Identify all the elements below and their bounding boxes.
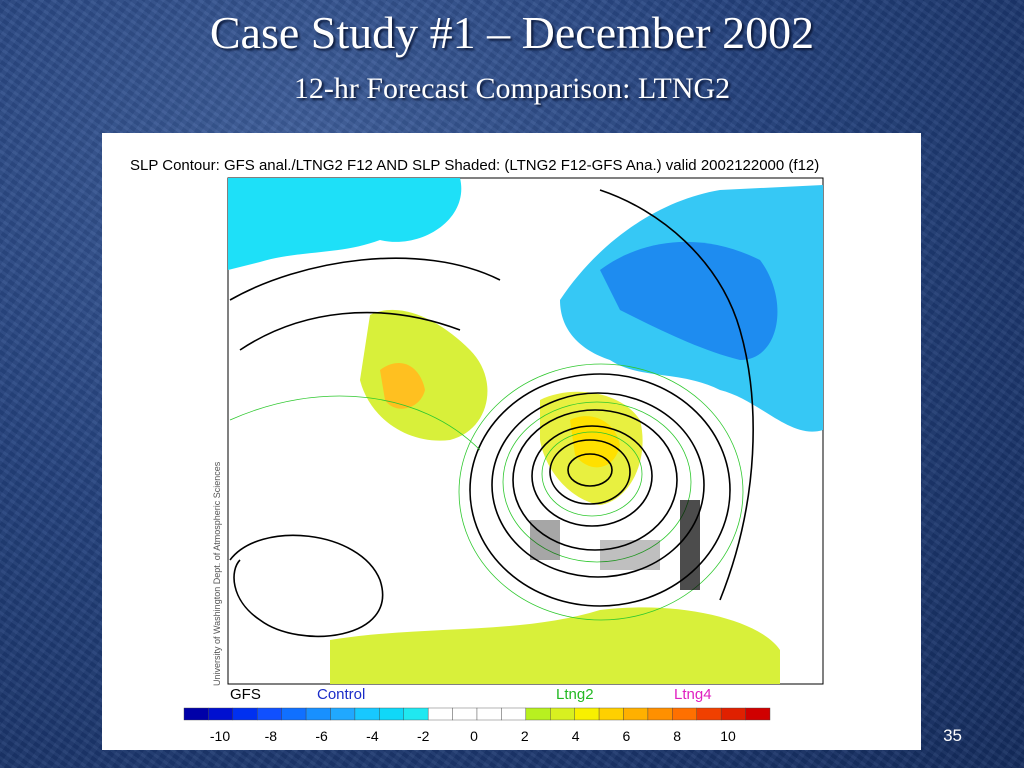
colorbar-cell [232, 707, 258, 721]
shade [600, 241, 778, 360]
colorbar-cell [574, 707, 600, 721]
page-number: 35 [943, 726, 962, 745]
figure-panel: SLP Contour: GFS anal./LTNG2 F12 AND SLP… [102, 133, 921, 750]
colorbar-cell [476, 707, 502, 721]
figure: SLP Contour: GFS anal./LTNG2 F12 AND SLP… [130, 157, 824, 744]
colorbar-tick-label: 10 [720, 728, 736, 744]
colorbar-cell [305, 707, 331, 721]
shade [360, 309, 488, 441]
colorbar-cell [598, 707, 624, 721]
colorbar-tick-label: 4 [572, 728, 580, 744]
colorbar-tick-label: 2 [521, 728, 529, 744]
colorbar-tick-label: 0 [470, 728, 478, 744]
colorbar-tick-label: 6 [623, 728, 631, 744]
colorbar: -10 -8 -6 -4 -2 0 2 4 6 8 10 [183, 707, 771, 744]
colorbar-cell [647, 707, 673, 721]
contours-green [229, 363, 744, 621]
credit: University of Washington Dept. of Atmosp… [212, 461, 222, 686]
colorbar-cell [403, 707, 429, 721]
colorbar-cell [427, 707, 453, 721]
colorbar-cell [452, 707, 478, 721]
figure-caption: SLP Contour: GFS anal./LTNG2 F12 AND SLP… [130, 157, 819, 174]
colorbar-cell [525, 707, 551, 721]
colorbar-cell [257, 707, 282, 721]
colorbar-cell [623, 707, 649, 721]
colorbar-tick-label: -10 [210, 728, 230, 744]
shade [228, 178, 462, 270]
colorbar-cell [720, 707, 746, 721]
colorbar-cell [745, 707, 771, 721]
contours [229, 189, 754, 638]
colorbar-cell [208, 707, 234, 721]
lightning [530, 500, 700, 590]
colorbar-tick-label: -8 [265, 728, 278, 744]
colorbar-cell [501, 707, 527, 721]
legend: GFS Control Ltng2 Ltng4 [230, 686, 712, 703]
colorbar-cell [330, 707, 356, 721]
slide-subtitle: 12-hr Forecast Comparison: LTNG2 [293, 72, 731, 105]
colorbar-tick-label: -6 [315, 728, 328, 744]
colorbar-cell [379, 707, 404, 721]
shade [330, 607, 780, 684]
legend-label: Control [317, 686, 365, 703]
colorbar-cell [550, 707, 575, 721]
colorbar-tick-label: -4 [366, 728, 379, 744]
shade [380, 362, 425, 409]
slide-title: Case Study #1 – December 2002 [209, 7, 815, 58]
legend-label: GFS [230, 686, 261, 703]
colorbar-tick-label: -2 [417, 728, 430, 744]
colorbar-tick-label: 8 [673, 728, 681, 744]
map: GFS Control Ltng2 Ltng4 -10 -8 -6 -4 -2 0 2 4 6 8… [183, 177, 824, 744]
legend-label: Ltng4 [674, 686, 712, 703]
colorbar-cell [696, 707, 722, 721]
colorbar-cell [281, 707, 307, 721]
colorbar-cell [672, 707, 697, 721]
colorbar-cell [354, 707, 380, 721]
legend-label: Ltng2 [556, 686, 594, 703]
colorbar-cell [183, 707, 209, 721]
